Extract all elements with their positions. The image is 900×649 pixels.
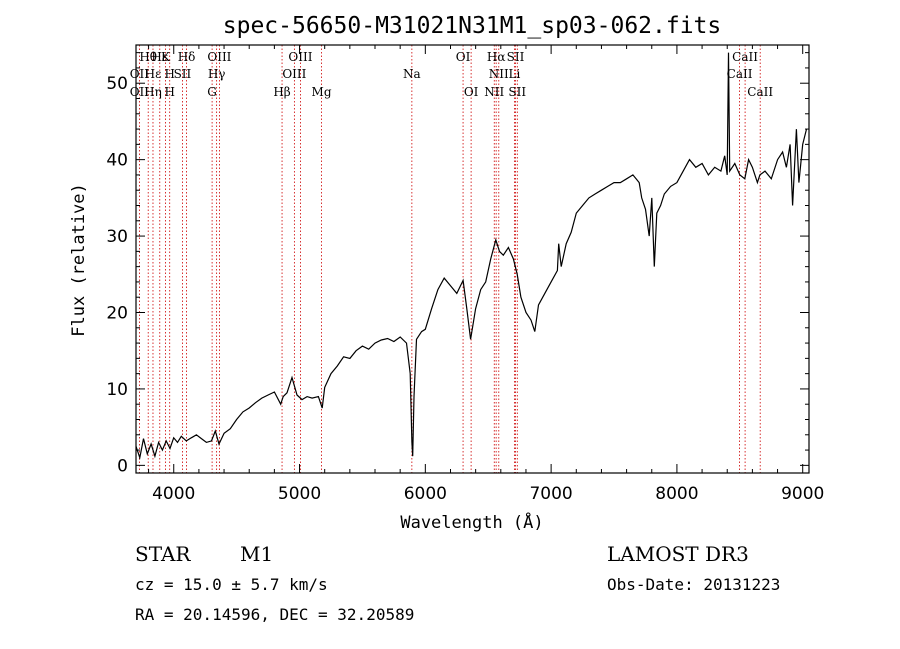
- line-label: Na: [403, 67, 421, 81]
- line-label: Hε: [145, 67, 162, 81]
- y-tick-label: 50: [106, 74, 128, 94]
- y-tick-label: 0: [117, 456, 128, 476]
- x-tick-label: 7000: [529, 484, 572, 504]
- line-label: H: [164, 85, 174, 99]
- line-label: SII: [508, 85, 526, 99]
- line-label: H: [164, 67, 174, 81]
- spectrum-line: [135, 52, 808, 461]
- line-label: OIII: [282, 67, 306, 81]
- obs-date: Obs-Date: 20131223: [607, 575, 780, 594]
- line-label: NII: [484, 85, 504, 99]
- line-label: CaII: [732, 50, 758, 64]
- subclass: M1: [240, 542, 273, 566]
- x-tick-label: 8000: [655, 484, 698, 504]
- line-label: OI: [464, 85, 479, 99]
- line-label: Hε: [151, 50, 168, 64]
- x-tick-label: 5000: [278, 484, 321, 504]
- line-label: Hθ: [139, 50, 157, 64]
- line-label: K: [161, 50, 171, 64]
- line-label: NII: [489, 67, 509, 81]
- line-label: Mg: [312, 85, 332, 99]
- y-tick-label: 20: [106, 304, 128, 324]
- plot-frame: [135, 44, 810, 474]
- line-label: Li: [508, 67, 520, 81]
- info-panel: STAR M1 LAMOST DR3 cz = 15.0 ± 5.7 km/s …: [135, 542, 780, 624]
- line-label: Hα: [487, 50, 506, 64]
- line-label: SII: [507, 50, 525, 64]
- x-tick-label: 4000: [152, 484, 195, 504]
- line-label: CaII: [747, 85, 773, 99]
- object-class: STAR: [135, 542, 191, 566]
- line-label: OI: [456, 50, 471, 64]
- y-axis-label: Flux (relative): [69, 183, 89, 337]
- y-tick-label: 10: [106, 380, 128, 400]
- chart-title: spec-56650-M31021N31M1_sp03-062.fits: [223, 13, 722, 39]
- line-label: OII: [130, 85, 150, 99]
- x-tick-label: 6000: [404, 484, 447, 504]
- line-label: Hη: [144, 85, 162, 99]
- line-label: Hγ: [208, 67, 226, 81]
- x-axis-ticks: 4000 5000 6000 7000 8000 9000: [148, 45, 824, 504]
- line-label: Hβ: [273, 85, 290, 99]
- line-label: OIII: [288, 50, 312, 64]
- line-label: CaII: [727, 67, 753, 81]
- redshift-value: cz = 15.0 ± 5.7 km/s: [135, 575, 328, 594]
- x-axis-label: Wavelength (Å): [400, 511, 543, 533]
- line-label: G: [207, 85, 217, 99]
- line-label: OII: [130, 67, 150, 81]
- line-label: Hδ: [178, 50, 196, 64]
- spectral-line-markers: [138, 45, 761, 473]
- y-axis-ticks: 0 10 20 30 40 50: [106, 52, 809, 476]
- coordinates: RA = 20.14596, DEC = 32.20589: [135, 605, 414, 624]
- survey-name: LAMOST DR3: [607, 542, 749, 566]
- line-label: SII: [174, 67, 192, 81]
- line-label: OIII: [207, 50, 231, 64]
- y-tick-label: 30: [106, 227, 128, 247]
- y-tick-label: 40: [106, 151, 128, 171]
- x-tick-label: 9000: [781, 484, 824, 504]
